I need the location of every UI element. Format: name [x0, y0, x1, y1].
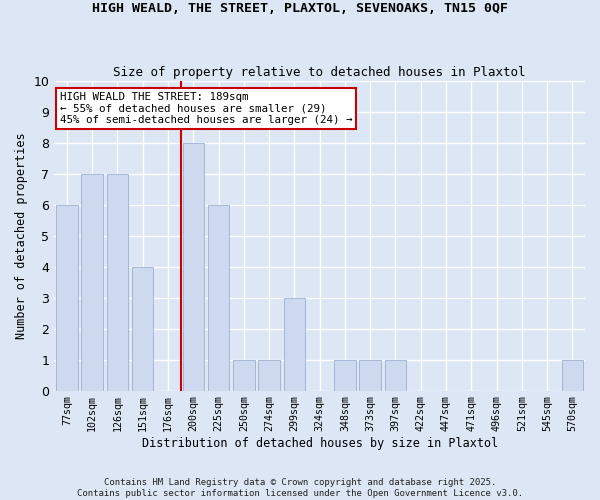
Bar — [385, 360, 406, 390]
Bar — [562, 360, 583, 390]
Bar — [259, 360, 280, 390]
Bar — [208, 205, 229, 390]
Bar — [284, 298, 305, 390]
Bar — [334, 360, 356, 390]
Bar — [82, 174, 103, 390]
Text: HIGH WEALD, THE STREET, PLAXTOL, SEVENOAKS, TN15 0QF: HIGH WEALD, THE STREET, PLAXTOL, SEVENOA… — [92, 2, 508, 16]
X-axis label: Distribution of detached houses by size in Plaxtol: Distribution of detached houses by size … — [142, 437, 498, 450]
Bar — [359, 360, 381, 390]
Text: HIGH WEALD THE STREET: 189sqm
← 55% of detached houses are smaller (29)
45% of s: HIGH WEALD THE STREET: 189sqm ← 55% of d… — [59, 92, 352, 125]
Bar — [182, 143, 204, 390]
Bar — [107, 174, 128, 390]
Title: Size of property relative to detached houses in Plaxtol: Size of property relative to detached ho… — [113, 66, 526, 78]
Text: Contains HM Land Registry data © Crown copyright and database right 2025.
Contai: Contains HM Land Registry data © Crown c… — [77, 478, 523, 498]
Y-axis label: Number of detached properties: Number of detached properties — [15, 132, 28, 339]
Bar — [56, 205, 77, 390]
Bar — [233, 360, 254, 390]
Bar — [132, 267, 154, 390]
